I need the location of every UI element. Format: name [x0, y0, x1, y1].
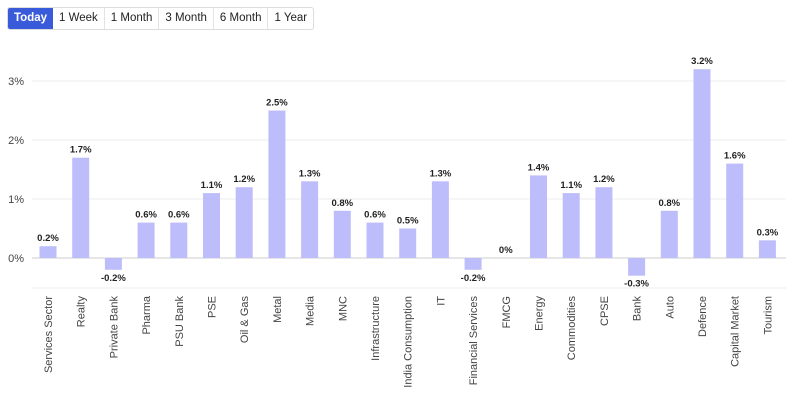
data-label: 0.6% [135, 210, 157, 221]
bar[interactable] [333, 210, 351, 258]
timeframe-tabs: Today 1 Week 1 Month 3 Month 6 Month 1 Year [7, 7, 315, 30]
data-label: 1.1% [201, 180, 223, 191]
data-label: 0% [499, 245, 513, 256]
x-tick-label: India Consumption [403, 296, 415, 388]
x-tick-label: Realty [76, 296, 88, 328]
bar[interactable] [530, 175, 547, 258]
data-label: -0.3% [624, 279, 649, 290]
tab-1-week[interactable]: 1 Week [53, 8, 105, 29]
bar[interactable] [562, 193, 580, 258]
tab-today[interactable]: Today [8, 8, 54, 29]
data-label: 0.6% [168, 210, 190, 221]
bar[interactable] [268, 110, 286, 259]
data-label: -0.2% [101, 273, 126, 284]
data-label: 3.2% [691, 56, 713, 67]
y-tick-label: 3% [8, 76, 24, 88]
x-tick-label: PSE [207, 296, 219, 318]
bar[interactable] [366, 222, 384, 258]
bar[interactable] [758, 240, 776, 258]
x-tick-label: Services Sector [43, 296, 55, 373]
data-label: 1.2% [593, 174, 615, 185]
data-label: 1.7% [70, 145, 92, 156]
bar[interactable] [660, 210, 678, 258]
x-tick-label: IT [435, 296, 447, 306]
bar[interactable] [72, 157, 90, 258]
bar[interactable] [170, 222, 188, 258]
x-tick-label: Defence [697, 296, 709, 337]
y-tick-label: 0% [8, 253, 24, 265]
bar[interactable] [431, 181, 449, 258]
x-tick-label: Auto [664, 296, 676, 319]
bar[interactable] [399, 228, 417, 259]
tab-1-year[interactable]: 1 Year [274, 12, 308, 24]
x-tick-label: Commodities [566, 296, 578, 361]
x-tick-label: Pharma [141, 295, 153, 334]
y-tick-label: 1% [8, 194, 24, 206]
x-tick-label: Oil & Gas [239, 296, 251, 344]
bar[interactable] [104, 258, 122, 270]
x-tick-label: Bank [632, 296, 644, 322]
data-label: 0.5% [397, 216, 419, 227]
bar[interactable] [235, 187, 253, 258]
data-label: 1.3% [299, 168, 321, 179]
x-tick-label: Infrastructure [370, 296, 382, 361]
x-tick-label: Capital Market [730, 296, 742, 367]
bar[interactable] [726, 163, 744, 258]
bar[interactable] [628, 258, 646, 276]
x-tick-label: MNC [337, 296, 349, 321]
data-label: 1.1% [560, 180, 582, 191]
x-tick-label: CPSE [599, 296, 611, 326]
bar[interactable] [301, 181, 319, 258]
data-label: 0.8% [658, 198, 680, 209]
tab-3-month[interactable]: 3 Month [159, 8, 214, 29]
x-tick-label: Tourism [762, 296, 774, 335]
tab-6-month[interactable]: 6 Month [214, 8, 269, 29]
x-tick-label: Financial Services [468, 296, 480, 386]
x-tick-label: Media [305, 295, 317, 326]
tab-1-month[interactable]: 1 Month [105, 8, 160, 29]
bar[interactable] [693, 69, 711, 258]
data-label: 0.8% [331, 198, 353, 209]
bar[interactable] [464, 258, 482, 270]
x-tick-label: Private Bank [108, 296, 120, 359]
data-label: 0.3% [757, 227, 779, 238]
data-label: -0.2% [461, 273, 486, 284]
data-label: 1.2% [233, 174, 255, 185]
x-tick-label: FMCG [501, 296, 513, 328]
data-label: 1.4% [528, 162, 550, 173]
data-label: 1.3% [430, 168, 452, 179]
bar[interactable] [39, 246, 57, 258]
data-label: 1.6% [724, 151, 746, 162]
bar[interactable] [595, 187, 613, 258]
bar[interactable] [203, 193, 220, 258]
y-tick-label: 2% [8, 135, 24, 147]
data-label: 0.2% [37, 233, 59, 244]
data-label: 0.6% [364, 210, 386, 221]
data-label: 2.5% [266, 98, 288, 109]
x-tick-label: Metal [272, 296, 284, 323]
x-tick-label: Energy [534, 296, 546, 331]
x-tick-label: PSU Bank [174, 296, 186, 347]
bar[interactable] [137, 222, 155, 258]
